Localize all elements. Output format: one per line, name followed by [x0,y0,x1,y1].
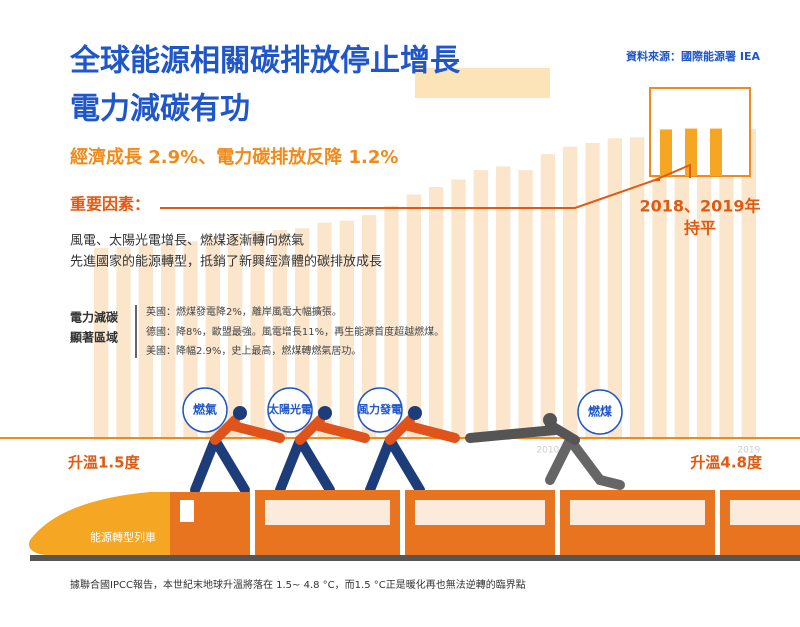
bar [585,142,600,440]
bubble-label: 燃氣 [193,402,217,417]
bar [362,215,377,440]
connector [160,163,691,209]
bar [540,154,555,440]
factor: 風電、太陽光電增長、燃煤逐漸轉向燃氣 [70,233,304,249]
inset-bar [685,128,697,176]
callout-note: 持平 [684,219,716,238]
region-item: 德國：降8%，歐盟最強。風電增長11%，再生能源首度超越燃煤。 [146,325,444,338]
bar [339,220,354,440]
bar [518,170,533,441]
inset-bar [660,129,672,176]
bubble-label: 風力發電 [358,402,402,416]
x-tick-label: 2010 [536,446,559,456]
bar [272,230,287,440]
bar [317,222,332,440]
bar [138,245,153,440]
bar [473,170,488,441]
train [29,490,800,561]
callout-years: 2018、2019年 [639,197,760,216]
title: 電力減碳有功 [70,92,250,127]
bar [161,243,176,440]
bar [451,179,466,440]
train-label: 能源轉型列車 [90,530,156,544]
x-tick-label: 2019 [737,446,760,456]
bar [674,137,689,440]
bar [630,137,645,440]
temp-high: 升溫4.8度 [690,454,763,472]
footnote: 據聯合國IPCC報告，本世紀末地球升溫將落在 1.5~ 4.8 °C，而1.5 … [70,578,526,591]
bar [116,246,131,440]
bubble-label: 太陽光電 [267,402,312,416]
region-label: 電力減碳 [70,310,119,325]
background-chart: 2010 2019 [94,128,761,456]
source: 資料來源：國際能源署 IEA [626,49,760,63]
figures [190,406,625,495]
bar [406,194,421,440]
bar [607,138,622,441]
bar [295,228,310,440]
region-item: 英國：燃煤發電降2%，離岸風電大幅擴張。 [146,305,342,318]
highlight [415,68,550,98]
bar [384,205,399,440]
bubbles [182,387,623,435]
bar [741,128,756,440]
bar [563,146,578,440]
title: 全球能源相關碳排放停止增長 [69,44,461,79]
key-label: 重要因素： [70,195,150,214]
bar [652,138,667,441]
region-label: 顯著區域 [70,330,118,345]
bar [94,247,109,440]
inset-bar [710,128,722,176]
temp-low: 升溫1.5度 [68,454,141,472]
bar [496,166,511,440]
bar [228,233,243,440]
bar [719,128,734,440]
bar [250,231,265,440]
bar [697,134,712,440]
bubble-label: 燃煤 [588,404,612,419]
factor: 先進國家的能源轉型，抵銷了新興經濟體的碳排放成長 [70,254,382,270]
subtitle: 經濟成長 2.9%、電力碳排放反降 1.2% [70,146,398,168]
bar [429,186,444,440]
region-item: 美國：降幅2.9%，史上最高，燃煤轉燃氣居功。 [146,344,361,357]
inset-bars [660,128,722,176]
